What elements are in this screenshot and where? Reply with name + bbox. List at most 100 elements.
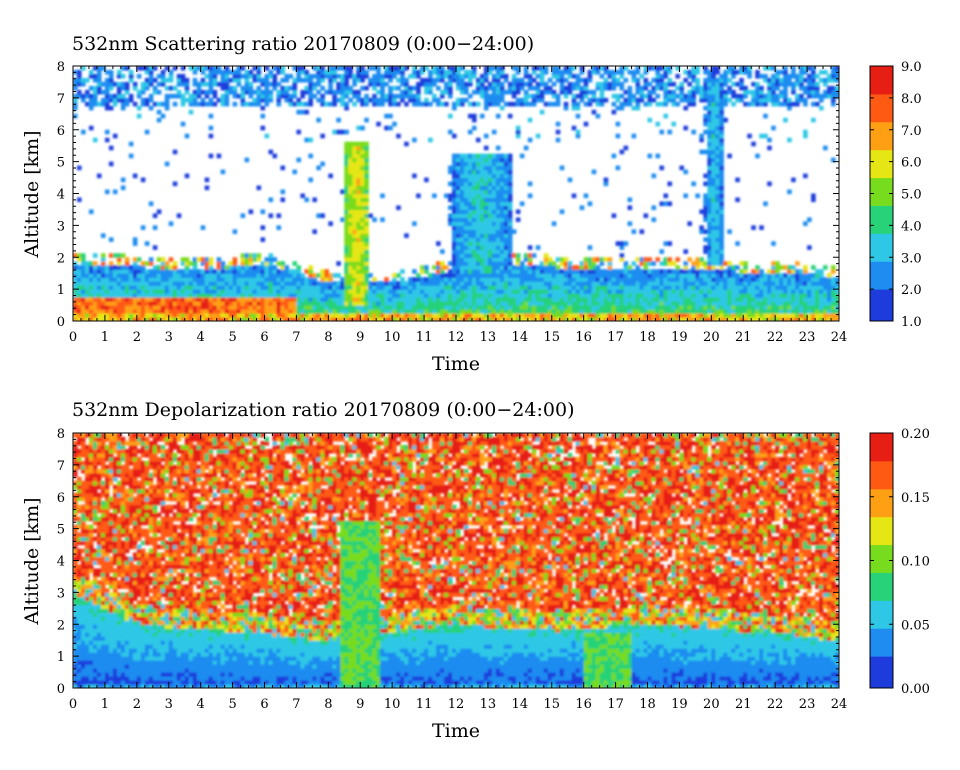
heatmap-cell: [711, 285, 716, 290]
heatmap-cell: [268, 213, 274, 218]
heatmap-cell: [467, 241, 473, 246]
heatmap-cell: [388, 317, 393, 321]
heatmap-cell: [384, 285, 389, 290]
heatmap-cell: [483, 249, 489, 254]
heatmap-cell: [671, 277, 677, 282]
heatmap-cell: [783, 101, 788, 107]
heatmap-cell: [763, 285, 768, 290]
heatmap-cell: [244, 313, 250, 318]
heatmap-cell: [723, 305, 728, 310]
heatmap-cell: [456, 289, 461, 294]
heatmap-cell: [547, 305, 553, 310]
heatmap-cell: [499, 309, 505, 314]
heatmap-cell: [340, 313, 345, 318]
heatmap-cell: [264, 81, 270, 87]
heatmap-cell: [727, 85, 732, 91]
heatmap-cell: [711, 161, 716, 167]
heatmap-cell: [715, 217, 720, 222]
heatmap-cell: [595, 69, 601, 75]
heatmap-cell: [236, 297, 242, 302]
heatmap-cell: [456, 257, 461, 262]
heatmap-cell: [364, 269, 369, 274]
heatmap-cell: [416, 301, 421, 306]
heatmap-cell: [192, 69, 198, 75]
heatmap-cell: [216, 261, 222, 266]
heatmap-cell: [184, 289, 190, 294]
heatmap-cell: [803, 285, 808, 290]
heatmap-cell: [392, 305, 397, 310]
heatmap-cell: [651, 77, 657, 83]
heatmap-cell: [707, 273, 712, 278]
heatmap-cell: [360, 153, 365, 159]
heatmap-cell: [743, 269, 748, 274]
heatmap-cell: [196, 257, 202, 262]
heatmap-cell: [515, 261, 521, 266]
heatmap-cell: [535, 133, 541, 139]
heatmap-cell: [340, 97, 345, 103]
heatmap-cell: [352, 273, 357, 278]
heatmap-cell: [707, 305, 712, 310]
heatmap-cell: [452, 273, 457, 278]
heatmap-cell: [372, 305, 377, 310]
heatmap-cell: [232, 85, 238, 91]
heatmap-cell: [416, 285, 421, 290]
heatmap-cell: [471, 269, 477, 274]
heatmap-cell: [428, 305, 433, 310]
heatmap-cell: [671, 301, 677, 306]
heatmap-cell: [248, 285, 254, 290]
heatmap-cell: [316, 89, 321, 95]
heatmap-cell: [459, 241, 465, 246]
heatmap-cell: [779, 273, 784, 278]
heatmap-cell: [783, 117, 788, 123]
heatmap-cell: [495, 293, 501, 298]
heatmap-cell: [200, 77, 206, 83]
heatmap-cell: [352, 197, 357, 203]
heatmap-cell: [643, 313, 649, 318]
heatmap-cell: [719, 217, 724, 222]
heatmap-cell: [276, 69, 282, 75]
heatmap-cell: [599, 261, 605, 266]
heatmap-cell: [324, 73, 329, 79]
heatmap-cell: [631, 229, 637, 234]
heatmap-cell: [459, 305, 465, 310]
heatmap-cell: [240, 289, 246, 294]
heatmap-cell: [795, 101, 800, 107]
heatmap-cell: [631, 293, 637, 298]
heatmap-cell: [599, 317, 605, 321]
heatmap-cell: [499, 289, 505, 294]
heatmap-cell: [440, 281, 445, 286]
heatmap-cell: [420, 297, 425, 302]
heatmap-cell: [495, 301, 501, 306]
heatmap-cell: [276, 305, 282, 310]
heatmap-cell: [220, 97, 226, 103]
heatmap-cell: [519, 293, 525, 298]
heatmap-cell: [316, 281, 321, 286]
heatmap-cell: [396, 66, 401, 71]
heatmap-cell: [408, 305, 413, 310]
heatmap-cell: [180, 305, 186, 310]
heatmap-cell: [88, 105, 94, 111]
heatmap-cell: [719, 249, 724, 254]
heatmap-cell: [372, 309, 377, 314]
heatmap-cell: [136, 93, 142, 99]
heatmap-cell: [543, 101, 549, 107]
heatmap-cell: [152, 309, 158, 314]
heatmap-cell: [96, 273, 102, 278]
heatmap-cell: [615, 121, 621, 127]
heatmap-cell: [707, 181, 712, 187]
heatmap-cell: [687, 281, 692, 286]
heatmap-cell: [73, 105, 78, 111]
heatmap-cell: [663, 85, 669, 91]
heatmap-cell: [348, 177, 353, 183]
heatmap-cell: [527, 305, 533, 310]
heatmap-cell: [575, 281, 581, 286]
heatmap-cell: [292, 309, 298, 314]
heatmap-cell: [388, 297, 393, 302]
heatmap-cell: [344, 201, 349, 207]
heatmap-cell: [471, 305, 477, 310]
heatmap-cell: [719, 281, 724, 286]
heatmap-cell: [440, 289, 445, 294]
heatmap-cell: [360, 181, 365, 187]
heatmap-cell: [340, 309, 345, 314]
heatmap-cell: [212, 277, 218, 282]
